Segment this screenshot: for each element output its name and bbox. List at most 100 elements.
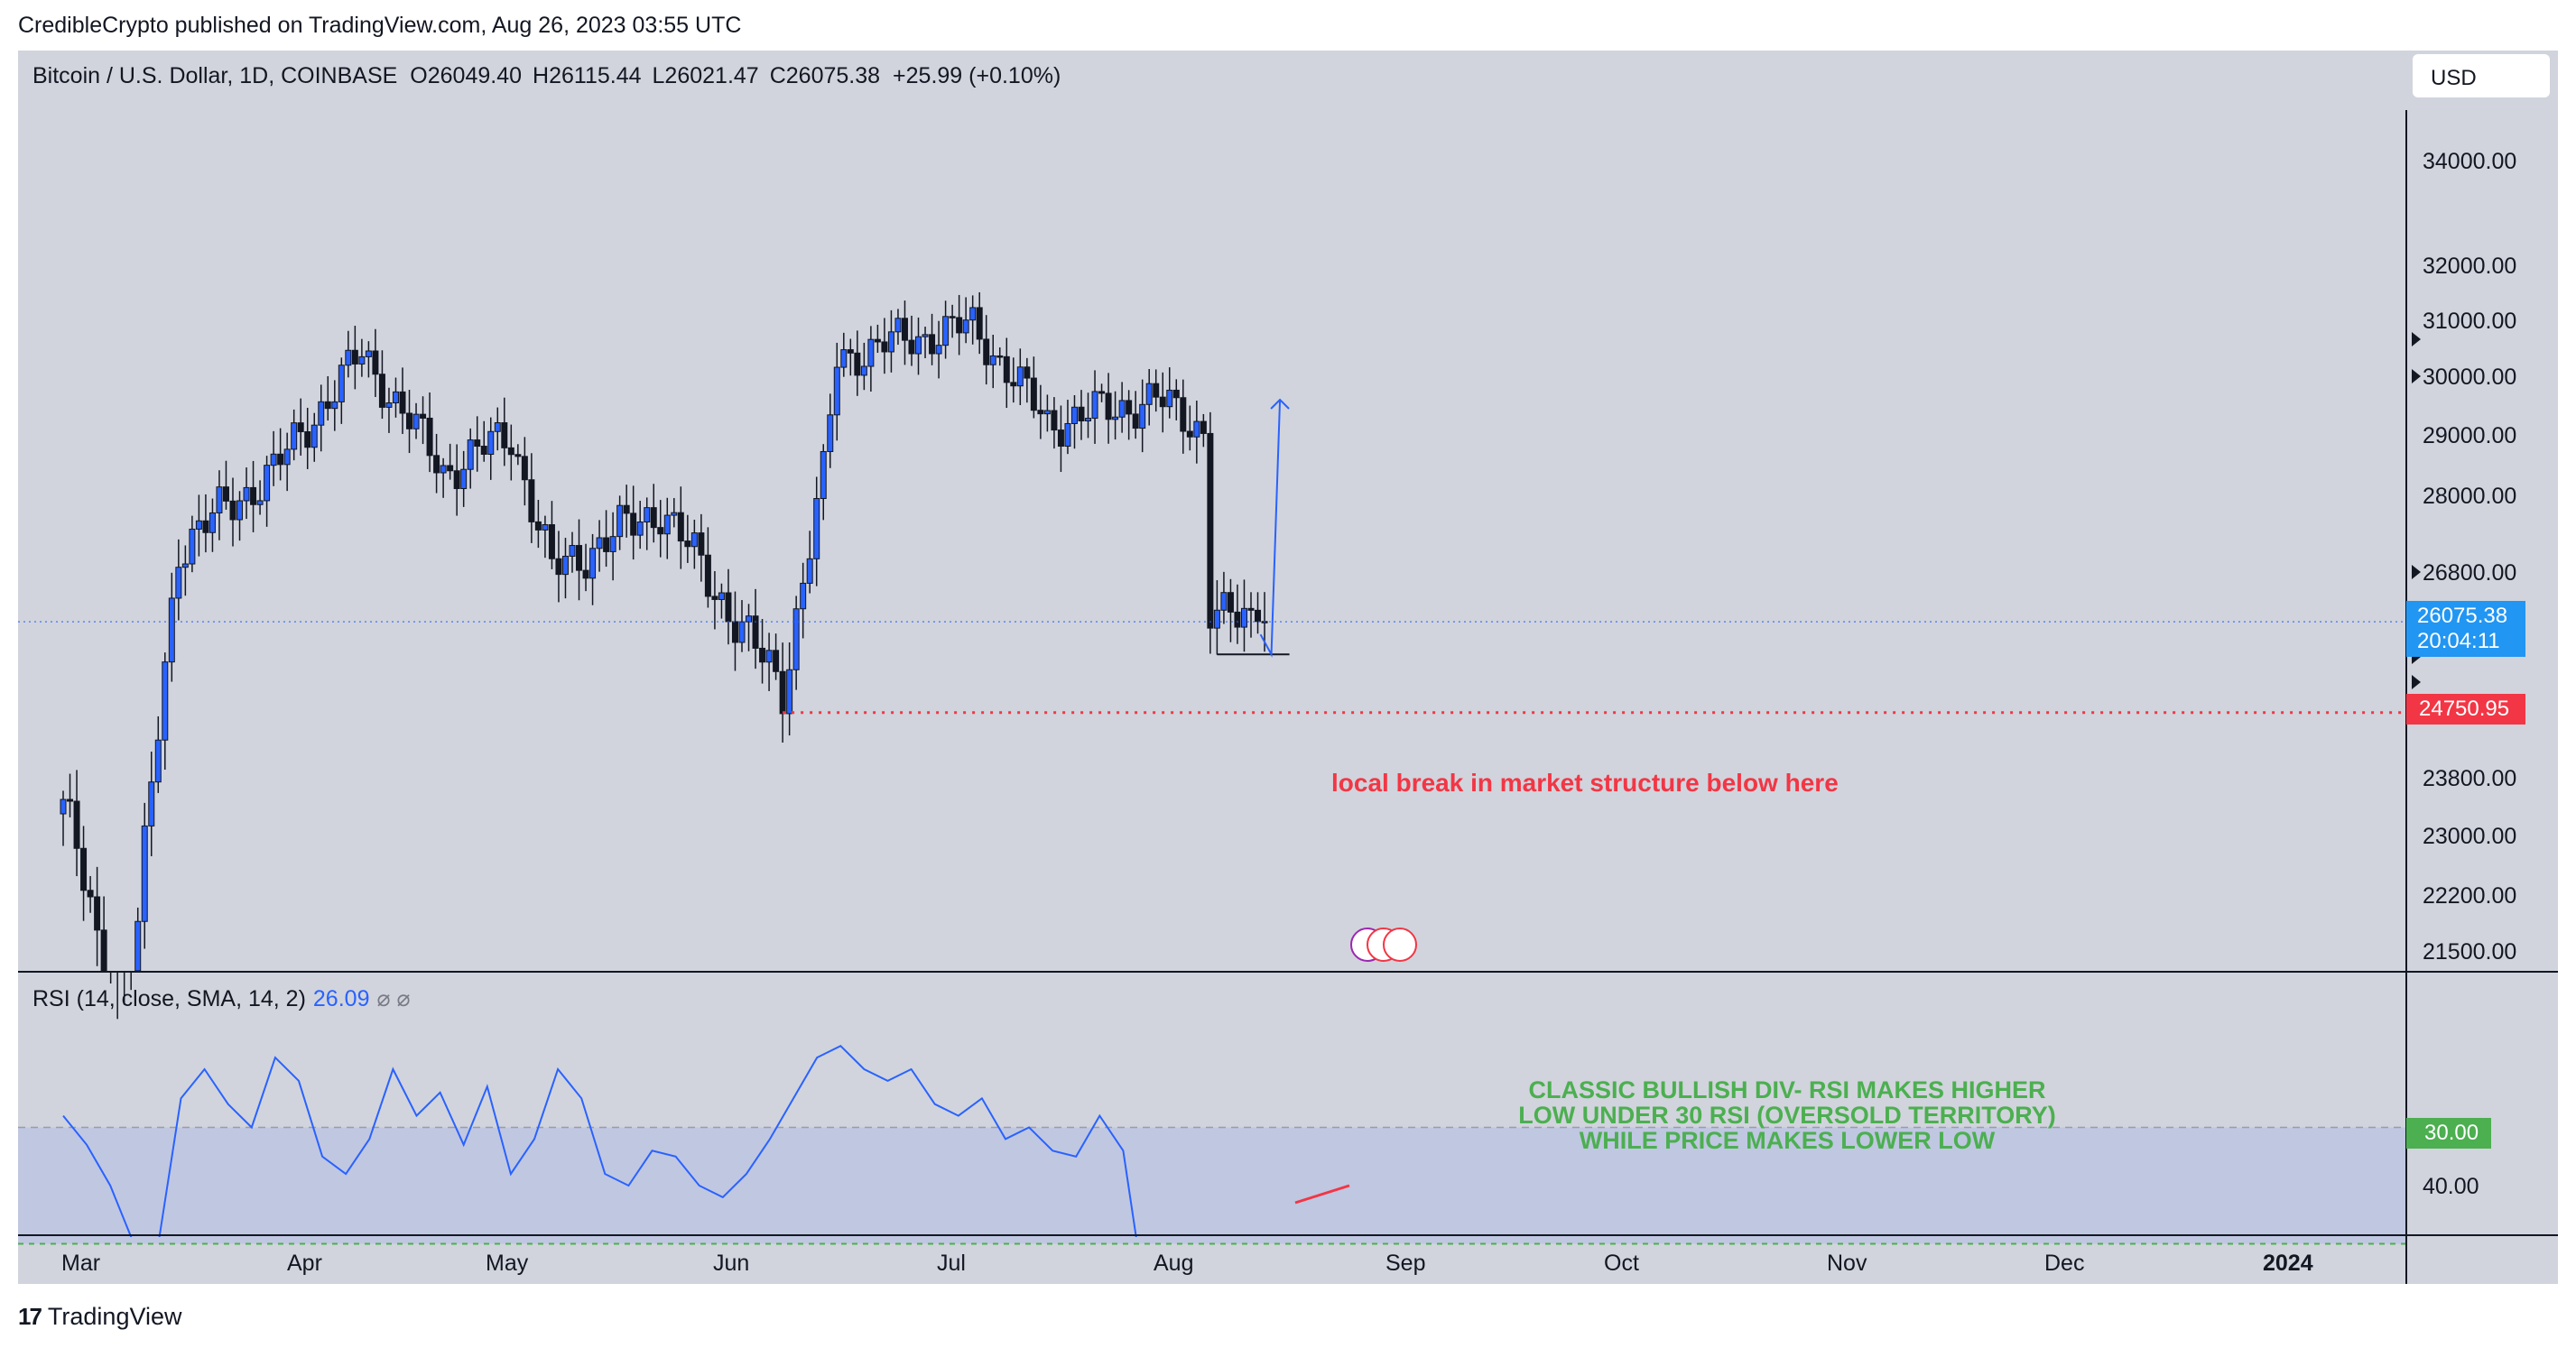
rsi-band	[18, 1127, 2406, 1244]
candle-body	[630, 512, 637, 536]
candle-body	[847, 349, 854, 354]
projection-arrow	[1259, 399, 1282, 658]
divergence-note: CLASSIC BULLISH DIV- RSI MAKES HIGHER LO…	[1426, 1077, 2148, 1153]
candle-body	[542, 524, 549, 531]
candle-body	[792, 608, 800, 670]
candle-body	[623, 504, 630, 514]
candle-body	[460, 468, 468, 490]
candle-body	[827, 414, 834, 452]
rsi-label: RSI (14, close, SMA, 14, 2)	[32, 986, 306, 1011]
currency-button[interactable]: USD	[2413, 54, 2550, 97]
candle-body	[229, 500, 236, 521]
candle-body	[1234, 611, 1241, 628]
candle-body	[1043, 410, 1051, 415]
time-tick-label: Apr	[287, 1251, 322, 1276]
rsi-value: 26.09	[312, 986, 370, 1011]
last-price-value: 26075.38	[2417, 604, 2508, 628]
rsi-settings-icons[interactable]: ⌀ ⌀	[376, 986, 411, 1011]
candle-body	[820, 450, 827, 500]
last-price-tag: 26075.38 20:04:11	[2406, 601, 2525, 657]
candle-body	[480, 446, 487, 455]
price-tick-label: 31000.00	[2423, 309, 2516, 334]
low-value: 26021.47	[664, 63, 759, 88]
candle-body	[243, 486, 250, 502]
divergence-line	[1294, 1184, 1350, 1205]
divergence-line-1: CLASSIC BULLISH DIV- RSI MAKES HIGHER	[1528, 1076, 2046, 1103]
candle-body	[759, 647, 766, 663]
footer-brand[interactable]: 17 TradingView	[18, 1303, 182, 1331]
rsi-legend[interactable]: RSI (14, close, SMA, 14, 2) 26.09 ⌀ ⌀	[32, 985, 411, 1012]
publisher-line: CredibleCrypto published on TradingView.…	[18, 13, 742, 38]
candle-body	[1207, 432, 1214, 629]
symbol-legend[interactable]: Bitcoin / U.S. Dollar, 1D, COINBASE O2604…	[32, 63, 1061, 89]
time-tick-label: 2024	[2263, 1251, 2313, 1276]
candle-body	[854, 352, 861, 376]
candle-body	[983, 338, 990, 365]
candle-body	[1240, 607, 1247, 628]
candle-body	[806, 558, 813, 584]
price-tick-label: 22200.00	[2423, 883, 2516, 909]
candle-body	[725, 592, 732, 623]
candle-body	[467, 439, 474, 470]
price-pane	[18, 291, 2406, 1020]
candle-body	[487, 430, 495, 455]
candle-body	[372, 350, 379, 375]
candle-body	[731, 621, 738, 643]
candle-body	[996, 355, 1004, 358]
time-tick-label: Mar	[61, 1251, 100, 1276]
rsi-tick-label: 40.00	[2423, 1174, 2479, 1199]
candle-body	[1247, 607, 1255, 611]
candle-body	[942, 316, 950, 346]
candle-body	[773, 650, 780, 672]
candle-body	[684, 540, 691, 548]
candle-body	[67, 799, 74, 802]
symbol-name: Bitcoin / U.S. Dollar, 1D, COINBASE	[32, 63, 398, 88]
candle-body	[887, 331, 894, 353]
candle-body	[514, 454, 522, 457]
time-tick-label: Oct	[1604, 1251, 1639, 1276]
candle-body	[216, 486, 223, 513]
candle-body	[277, 453, 284, 466]
candle-body	[399, 391, 406, 414]
candle-body	[1064, 422, 1071, 448]
footer-brand-name: TradingView	[47, 1303, 182, 1330]
chart-area[interactable]: 34000.00 32000.00 31000.00 30000.00 29000.00…	[18, 51, 2558, 1284]
candle-body	[881, 341, 888, 353]
candle-body	[976, 307, 983, 340]
candle-body	[1112, 416, 1119, 420]
candle-body	[195, 520, 202, 530]
candle-body	[365, 350, 372, 357]
candle-body	[738, 621, 746, 643]
candle-body	[1166, 389, 1173, 408]
candle-body	[420, 413, 427, 419]
candle-body	[901, 318, 908, 341]
candle-body	[746, 615, 753, 623]
candle-body	[447, 465, 454, 472]
candle-body	[813, 498, 820, 559]
divergence-line-3: WHILE PRICE MAKES LOWER LOW	[1579, 1127, 1996, 1154]
candle-body	[616, 504, 624, 538]
candle-body	[1255, 609, 1262, 623]
candle-body	[412, 413, 420, 429]
candle-body	[453, 470, 460, 490]
candle-body	[1078, 406, 1085, 422]
chart-canvas[interactable]: 34000.00 32000.00 31000.00 30000.00 29000.00…	[18, 51, 2558, 1284]
candle-body	[1085, 418, 1092, 422]
candle-body	[1030, 377, 1037, 411]
time-tick-label: May	[486, 1251, 529, 1276]
candle-body	[650, 507, 657, 529]
candle-body	[840, 349, 848, 368]
price-tick-label: 21500.00	[2423, 939, 2516, 965]
candle-body	[162, 661, 169, 741]
candle-body	[1126, 400, 1133, 415]
price-tick-label: 32000.00	[2423, 254, 2516, 279]
price-marker-icon	[2412, 332, 2421, 346]
candle-body	[494, 422, 501, 432]
candle-body	[100, 929, 107, 972]
candle-body	[1180, 397, 1187, 432]
candle-body	[345, 349, 352, 366]
structure-note: local break in market structure below he…	[1331, 769, 1839, 797]
rsi-pane	[18, 971, 2558, 1245]
open-value: 26049.40	[427, 63, 523, 88]
candle-body	[297, 422, 304, 432]
